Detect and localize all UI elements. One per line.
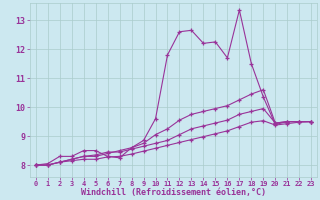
X-axis label: Windchill (Refroidissement éolien,°C): Windchill (Refroidissement éolien,°C) (81, 188, 266, 197)
